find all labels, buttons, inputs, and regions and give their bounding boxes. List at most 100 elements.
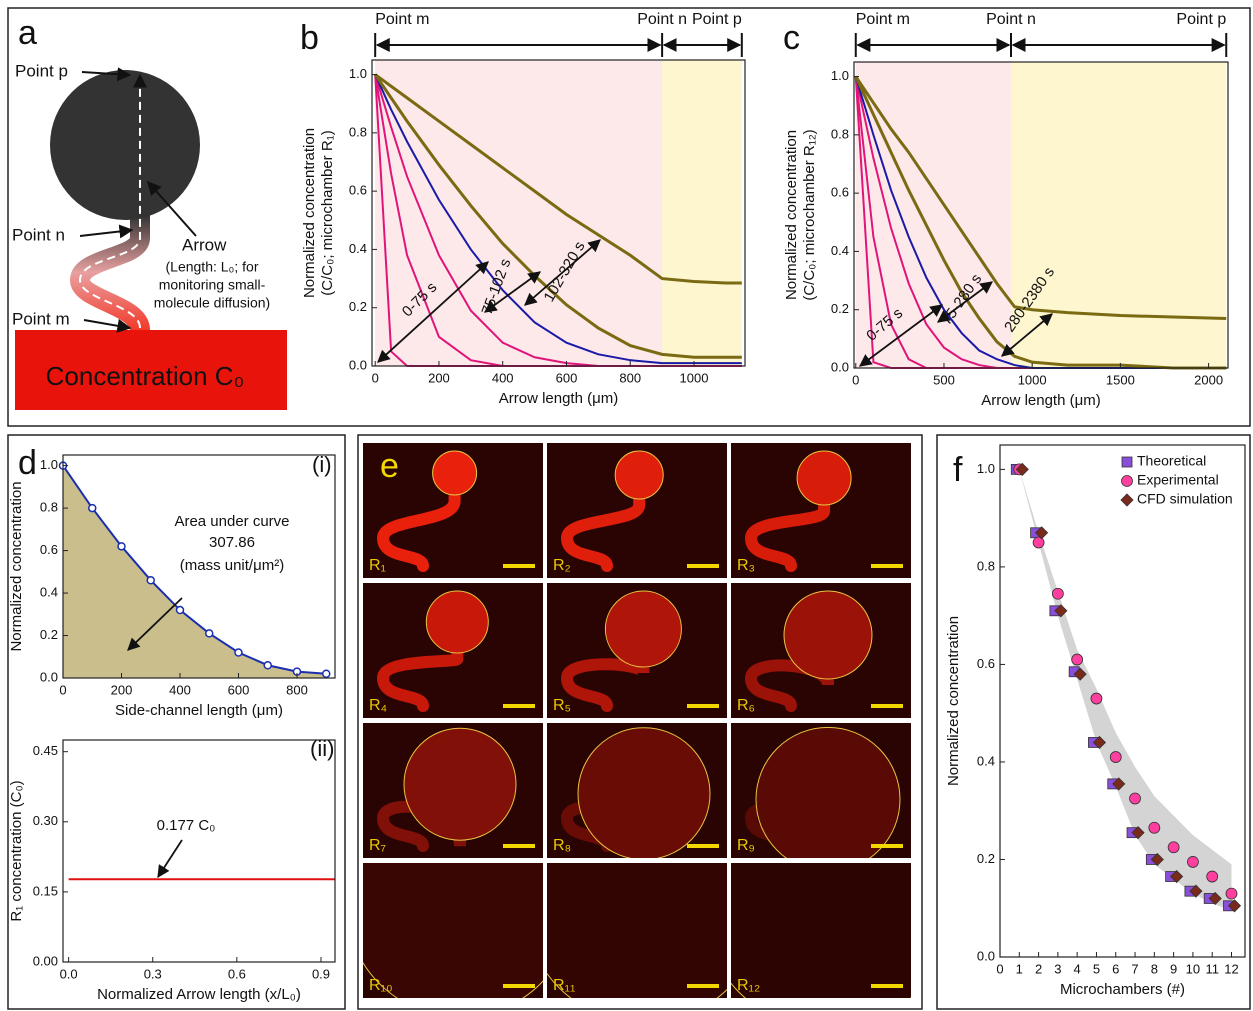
annotation-arrow bbox=[1001, 313, 1053, 357]
x-tick-label: 500 bbox=[933, 372, 955, 387]
x-tick-label: 600 bbox=[556, 370, 578, 385]
x-tick-label: 1000 bbox=[1018, 372, 1047, 387]
annotation: 0.177 C₀ bbox=[157, 817, 216, 834]
chamber bbox=[547, 863, 727, 998]
panel-a: a Point p Point n Point m Arrow (Length:… bbox=[12, 14, 287, 410]
y-axis-label: Normalized concentration bbox=[783, 130, 800, 300]
y-tick-label: 0.4 bbox=[977, 753, 995, 768]
channel bbox=[560, 489, 646, 572]
chart: 0 200 400 600 800 0.0 0.2 0.4 0.6 0.8 1.0 Side-chan… bbox=[8, 444, 336, 719]
chamber-cell: R₃ bbox=[731, 443, 911, 578]
plot-frame bbox=[853, 61, 1229, 369]
annotation-arrow bbox=[377, 261, 489, 363]
point-label: Point m bbox=[856, 11, 910, 28]
chart: 0 200 400 600 800 1000 0.0 0.2 0.4 0.6 0.8 1.0 Arrow… bbox=[300, 11, 746, 407]
y-tick-label: 0.6 bbox=[977, 656, 995, 671]
chamber-label: R₁₁ bbox=[553, 977, 575, 994]
y-tick-label: 0.2 bbox=[977, 851, 995, 866]
y-tick-label: 0.4 bbox=[349, 241, 367, 256]
x-tick-label: 2 bbox=[1035, 961, 1042, 976]
cell-content bbox=[731, 863, 911, 998]
y-tick-label: 0.15 bbox=[33, 883, 58, 898]
microchamber bbox=[50, 70, 200, 220]
curve bbox=[374, 73, 742, 285]
marker bbox=[1073, 667, 1087, 681]
area bbox=[63, 465, 327, 678]
data-point bbox=[234, 648, 243, 657]
legend-label: Theoretical bbox=[1137, 453, 1206, 469]
panel-frame bbox=[7, 434, 346, 1010]
cell-content bbox=[363, 863, 543, 998]
x-tick-label: 8 bbox=[1151, 961, 1158, 976]
marker bbox=[1071, 653, 1084, 666]
marker bbox=[1109, 751, 1122, 763]
chamber bbox=[783, 590, 873, 680]
chamber-label: R₉ bbox=[737, 837, 755, 854]
plot-frame bbox=[62, 739, 336, 963]
y-tick-label: 0.6 bbox=[349, 183, 367, 198]
x-tick-label: 4 bbox=[1074, 961, 1081, 976]
chamber-label: R₆ bbox=[737, 697, 755, 714]
chamber bbox=[614, 450, 664, 500]
data-point bbox=[321, 669, 331, 679]
panel-frame bbox=[936, 434, 1251, 1010]
x-tick-label: 0.9 bbox=[312, 966, 330, 981]
marker bbox=[1051, 587, 1064, 600]
range-band bbox=[1019, 469, 1232, 911]
chamber bbox=[403, 727, 517, 841]
panel-frame bbox=[7, 7, 1251, 427]
annotation-arrow bbox=[127, 597, 183, 651]
point-label: Point p bbox=[15, 61, 68, 80]
y-tick-label: 0.0 bbox=[831, 359, 849, 374]
panel-label: e bbox=[380, 447, 399, 485]
panel-label: b bbox=[300, 19, 319, 57]
marker bbox=[1131, 826, 1145, 840]
y-axis-label: Normalized concentration bbox=[945, 616, 962, 786]
cell-content bbox=[744, 450, 852, 572]
chamber-cell: R₄ bbox=[363, 583, 543, 718]
curve bbox=[62, 465, 327, 675]
x-tick-label: 12 bbox=[1224, 961, 1238, 976]
legend-label: CFD simulation bbox=[1137, 491, 1233, 507]
marker bbox=[1129, 792, 1141, 805]
chamber-cell: R₁₂ bbox=[731, 863, 911, 998]
x-tick-label: 800 bbox=[286, 682, 308, 697]
pointer bbox=[81, 67, 132, 82]
cell-content bbox=[376, 590, 489, 712]
plot-frame bbox=[999, 444, 1246, 958]
cell-content bbox=[560, 450, 664, 572]
x-tick-label: 0 bbox=[372, 370, 379, 385]
x-tick-label: 200 bbox=[111, 682, 133, 697]
marker bbox=[1189, 884, 1203, 898]
y-tick-label: 0.45 bbox=[33, 743, 58, 758]
chamber-label: R₁₂ bbox=[737, 977, 760, 994]
marker bbox=[1208, 891, 1222, 906]
channel bbox=[376, 643, 464, 712]
legend-marker bbox=[1120, 493, 1134, 507]
marker bbox=[1090, 692, 1103, 705]
arrow-label: Arrow bbox=[182, 235, 227, 254]
x-tick-label: 0 bbox=[996, 961, 1003, 976]
marker bbox=[1032, 536, 1045, 549]
pointer bbox=[83, 318, 132, 333]
cell-content bbox=[744, 590, 873, 712]
x-tick-label: 11 bbox=[1205, 961, 1219, 976]
y-tick-label: 0.0 bbox=[349, 357, 367, 372]
x-tick-label: 1 bbox=[1016, 961, 1023, 976]
y-tick-label: 0.6 bbox=[831, 185, 849, 200]
x-tick-label: 200 bbox=[428, 370, 450, 385]
y-tick-label: 0.4 bbox=[40, 584, 58, 599]
cell-content bbox=[376, 450, 478, 572]
y-axis-label: (C/C₀; microchamber R₁) bbox=[319, 130, 336, 295]
curve bbox=[374, 74, 742, 365]
chamber-label: R₈ bbox=[553, 837, 571, 854]
y-tick-label: 0.4 bbox=[831, 243, 849, 258]
chamber-cell: R₁ bbox=[363, 443, 543, 578]
marker bbox=[1187, 856, 1199, 868]
data-point bbox=[146, 576, 155, 585]
x-tick-label: 400 bbox=[492, 370, 514, 385]
data-point bbox=[87, 503, 97, 513]
annotation-arrow bbox=[936, 281, 994, 323]
x-axis-label: Normalized Arrow length (x/L₀) bbox=[97, 986, 301, 1003]
